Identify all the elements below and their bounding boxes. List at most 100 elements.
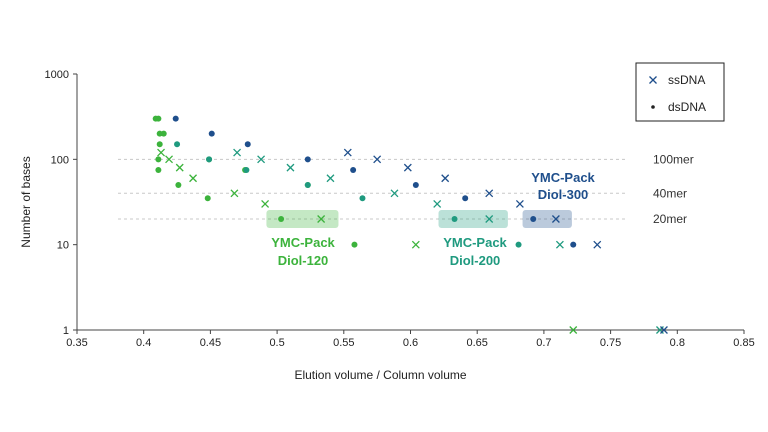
dsdna-point xyxy=(244,141,251,148)
x-marker-stroke xyxy=(257,155,266,164)
dsdna-point xyxy=(304,156,311,163)
ssdna-point xyxy=(593,240,602,249)
group-label-line2: Diol-120 xyxy=(278,253,329,268)
x-marker-stroke xyxy=(485,215,494,223)
ssdna-point xyxy=(433,199,442,208)
dsdna-point xyxy=(412,182,419,189)
dsdna-point xyxy=(530,215,537,222)
y-axis-title: Number of bases xyxy=(19,156,33,247)
ssdna-point xyxy=(403,163,412,172)
dsdna-point xyxy=(350,166,357,173)
axes: 0.35 0.4 0.45 0.5 0.55 0.6 0.65 0.7 0.75 0.8 0.85 1… xyxy=(19,69,755,382)
ssdna-point xyxy=(660,326,668,334)
y-tick-label: 100 xyxy=(51,154,69,166)
legend-ssdna-marker xyxy=(649,76,657,84)
x-tick-label: 0.35 xyxy=(66,337,87,349)
annotations: YMC-Pack Diol-120 YMC-Pack Diol-200 YMC-Pack… xyxy=(271,170,595,268)
highlight-band-1 xyxy=(266,209,339,228)
dsdna-point xyxy=(278,215,285,222)
x-marker-stroke xyxy=(233,148,242,157)
dsdna-point xyxy=(451,215,458,222)
x-marker-stroke xyxy=(593,240,602,249)
ssdna-point xyxy=(189,174,198,183)
reference-label-100mer: 100mer xyxy=(653,152,694,166)
x-marker-stroke xyxy=(230,189,239,198)
x-marker-stroke xyxy=(433,199,442,208)
dsdna-point xyxy=(462,195,469,202)
legend-ssdna-label: ssDNA xyxy=(668,73,705,87)
dsdna-point xyxy=(208,130,215,137)
y-tick-label: 1 xyxy=(63,325,69,337)
x-marker-stroke xyxy=(373,155,382,164)
reference-label-20mer: 20mer xyxy=(653,212,687,226)
x-marker-stroke xyxy=(569,326,578,334)
dsdna-point xyxy=(172,115,179,122)
x-tick-label: 0.55 xyxy=(333,337,354,349)
x-marker-stroke xyxy=(157,148,166,157)
ssdna-point xyxy=(515,199,524,208)
x-marker-stroke xyxy=(441,174,450,183)
highlight-bands xyxy=(266,209,572,228)
x-marker-stroke xyxy=(189,174,198,183)
dsdna-point xyxy=(155,156,162,163)
reference-label-40mer: 40mer xyxy=(653,186,687,200)
x-marker-stroke xyxy=(175,163,184,172)
group-label-line2: Diol-200 xyxy=(450,253,501,268)
x-marker-stroke xyxy=(261,199,270,208)
group-label-line1: YMC-Pack xyxy=(443,235,507,250)
x-tick-label: 0.45 xyxy=(200,337,221,349)
ssdna-point xyxy=(569,326,578,334)
ssdna-point xyxy=(286,163,295,172)
group-label-line1: YMC-Pack xyxy=(531,170,595,185)
x-tick-label: 0.65 xyxy=(466,337,487,349)
data-points xyxy=(152,115,668,334)
x-tick-label: 0.5 xyxy=(269,337,284,349)
x-marker-stroke xyxy=(551,215,560,223)
ssdna-point xyxy=(485,189,494,198)
dsdna-point xyxy=(351,241,358,248)
dsdna-point xyxy=(206,156,213,163)
x-tick-label: 0.6 xyxy=(403,337,418,349)
x-marker-stroke xyxy=(660,326,668,334)
ssdna-point xyxy=(373,155,382,164)
ssdna-point xyxy=(326,174,335,183)
x-tick-label: 0.75 xyxy=(600,337,621,349)
y-tick-label: 10 xyxy=(57,240,69,252)
dsdna-point xyxy=(160,130,167,137)
highlight-band-3 xyxy=(522,209,572,228)
ssdna-point xyxy=(261,199,270,208)
x-axis-title: Elution volume / Column volume xyxy=(294,368,466,382)
ssdna-point xyxy=(441,174,450,183)
y-tick-label: 1000 xyxy=(45,69,69,81)
ssdna-point xyxy=(317,215,326,223)
dsdna-point xyxy=(175,182,182,189)
dsdna-point xyxy=(359,195,366,202)
x-marker-stroke xyxy=(515,199,524,208)
x-marker-stroke xyxy=(390,189,399,198)
ssdna-point xyxy=(411,240,420,249)
legend-dsdna-label: dsDNA xyxy=(668,100,706,114)
legend-box xyxy=(635,62,725,122)
ssdna-point xyxy=(233,148,242,157)
x-marker-stroke xyxy=(403,163,412,172)
group-label-line2: Diol-300 xyxy=(538,187,589,202)
dsdna-point xyxy=(243,166,250,173)
x-marker-stroke xyxy=(649,76,657,84)
x-marker-stroke xyxy=(343,148,352,157)
reference-lines: 100mer 40mer 20mer xyxy=(118,152,694,226)
group-label-line1: YMC-Pack xyxy=(271,235,335,250)
dsdna-point xyxy=(156,141,163,148)
highlight-band-2 xyxy=(438,209,508,228)
ssdna-point xyxy=(157,148,166,157)
x-marker-stroke xyxy=(286,163,295,172)
x-marker-stroke xyxy=(411,240,420,249)
x-marker-stroke xyxy=(165,155,174,164)
ssdna-point xyxy=(257,155,266,164)
ssdna-point xyxy=(343,148,352,157)
ssdna-point xyxy=(165,155,174,164)
ssdna-point xyxy=(551,215,560,223)
dsdna-point xyxy=(174,141,181,148)
ssdna-point xyxy=(555,240,564,249)
x-marker-stroke xyxy=(555,240,564,249)
